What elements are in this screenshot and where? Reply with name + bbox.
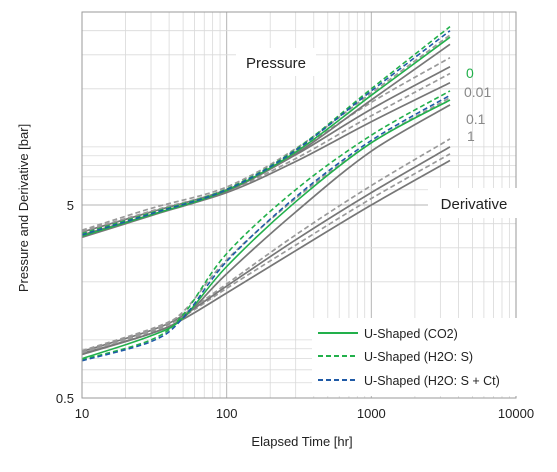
tick-labels: 10 100 1000 10000 0.5 5: [56, 198, 534, 421]
derivative-series-line-h2o-s-ct: [81, 94, 451, 362]
end-label-1: 1: [467, 128, 475, 144]
x-axis-label: Elapsed Time [hr]: [251, 434, 352, 449]
legend-label-h2o-s: U-Shaped (H2O: S): [364, 350, 473, 364]
pressure-series-line-h2o-s-ct: [81, 30, 451, 236]
y-tick-label: 0.5: [56, 391, 74, 406]
x-tick-label: 10000: [498, 406, 534, 421]
x-tick-label: 1000: [357, 406, 386, 421]
pressure-series-line-gray-solid: [81, 66, 451, 233]
pressure-label-bg: [236, 48, 316, 76]
end-label-0: 0: [466, 65, 474, 81]
pressure-series-line-gray-solid: [81, 43, 451, 239]
legend: U-Shaped (CO2) U-Shaped (H2O: S) U-Shape…: [312, 318, 526, 396]
end-label-0.1: 0.1: [466, 111, 486, 127]
y-axis-label: Pressure and Derivative [bar]: [16, 124, 31, 292]
pressure-series-line-co2: [81, 36, 451, 237]
derivative-series-line-co2: [81, 99, 451, 360]
derivative-label: Derivative: [441, 196, 508, 213]
y-tick-label: 5: [67, 198, 74, 213]
pressure-series-line-gray-dashed: [81, 34, 451, 232]
x-tick-label: 100: [216, 406, 238, 421]
legend-label-h2o-s-ct: U-Shaped (H2O: S + Ct): [364, 374, 500, 388]
legend-label-co2: U-Shaped (CO2): [364, 327, 458, 341]
derivative-series-line-gray-dashed: [81, 153, 451, 354]
series-group: [81, 25, 451, 362]
derivative-label-bg: [428, 188, 520, 218]
pressure-label: Pressure: [246, 55, 306, 72]
derivative-series-line-gray-dashed: [81, 138, 451, 352]
derivative-series-line-gray-solid: [81, 104, 451, 356]
pressure-series-line-gray-dashed: [81, 56, 451, 233]
legend-box: [312, 318, 526, 396]
end-label-0.01: 0.01: [464, 84, 491, 100]
x-tick-label: 10: [75, 406, 89, 421]
pressure-series-line-gray-dashed: [81, 72, 451, 235]
